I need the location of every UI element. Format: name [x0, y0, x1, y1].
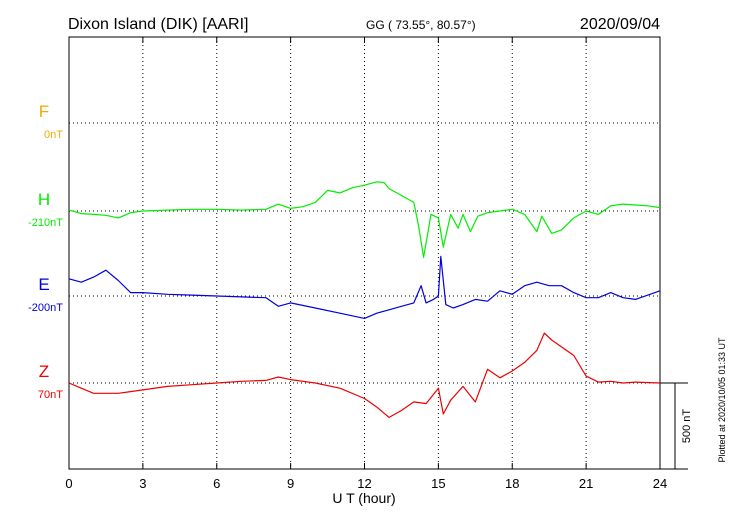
x-tick-label: 0	[65, 476, 72, 491]
x-tick-label: 3	[139, 476, 146, 491]
x-tick-label: 9	[287, 476, 294, 491]
x-tick-label: 24	[653, 476, 667, 491]
station-title: Dixon Island (DIK) [AARI]	[68, 16, 249, 33]
channel-name-z: Z	[39, 362, 49, 381]
x-tick-label: 18	[505, 476, 519, 491]
plotted-timestamp: Plotted at 2020/10/05 01:33 UT	[717, 337, 727, 463]
series-line-z	[68, 332, 661, 418]
channel-labels: F 0nT H -210nT E -200nT Z 70nT	[28, 102, 63, 401]
scale-bar: 500 nT	[660, 382, 693, 470]
x-tick-label: 12	[357, 476, 371, 491]
coordinates-label: GG ( 73.55°, 80.57°)	[366, 18, 476, 32]
channel-baseline-h: -210nT	[28, 217, 63, 229]
x-axis-ticks	[68, 37, 661, 469]
scale-bar-label: 500 nT	[681, 409, 693, 444]
channel-baseline-e: -200nT	[28, 302, 63, 314]
series-layer	[68, 181, 661, 418]
channel-name-e: E	[38, 275, 49, 294]
series-line-e	[68, 255, 661, 319]
x-tick-label: 6	[213, 476, 220, 491]
channel-name-f: F	[39, 102, 49, 121]
channel-name-h: H	[38, 190, 50, 209]
channel-baseline-f: 0nT	[44, 129, 63, 141]
x-axis-tick-labels: 0 3 6 9 12 15 18 21 24	[65, 476, 667, 491]
series-line-h	[68, 181, 661, 258]
grid-lines	[69, 37, 660, 469]
x-axis-title: U T (hour)	[332, 490, 395, 506]
channel-baseline-z: 70nT	[38, 389, 63, 401]
x-tick-label: 15	[431, 476, 445, 491]
x-tick-label: 21	[579, 476, 593, 491]
date-label: 2020/09/04	[580, 16, 660, 33]
